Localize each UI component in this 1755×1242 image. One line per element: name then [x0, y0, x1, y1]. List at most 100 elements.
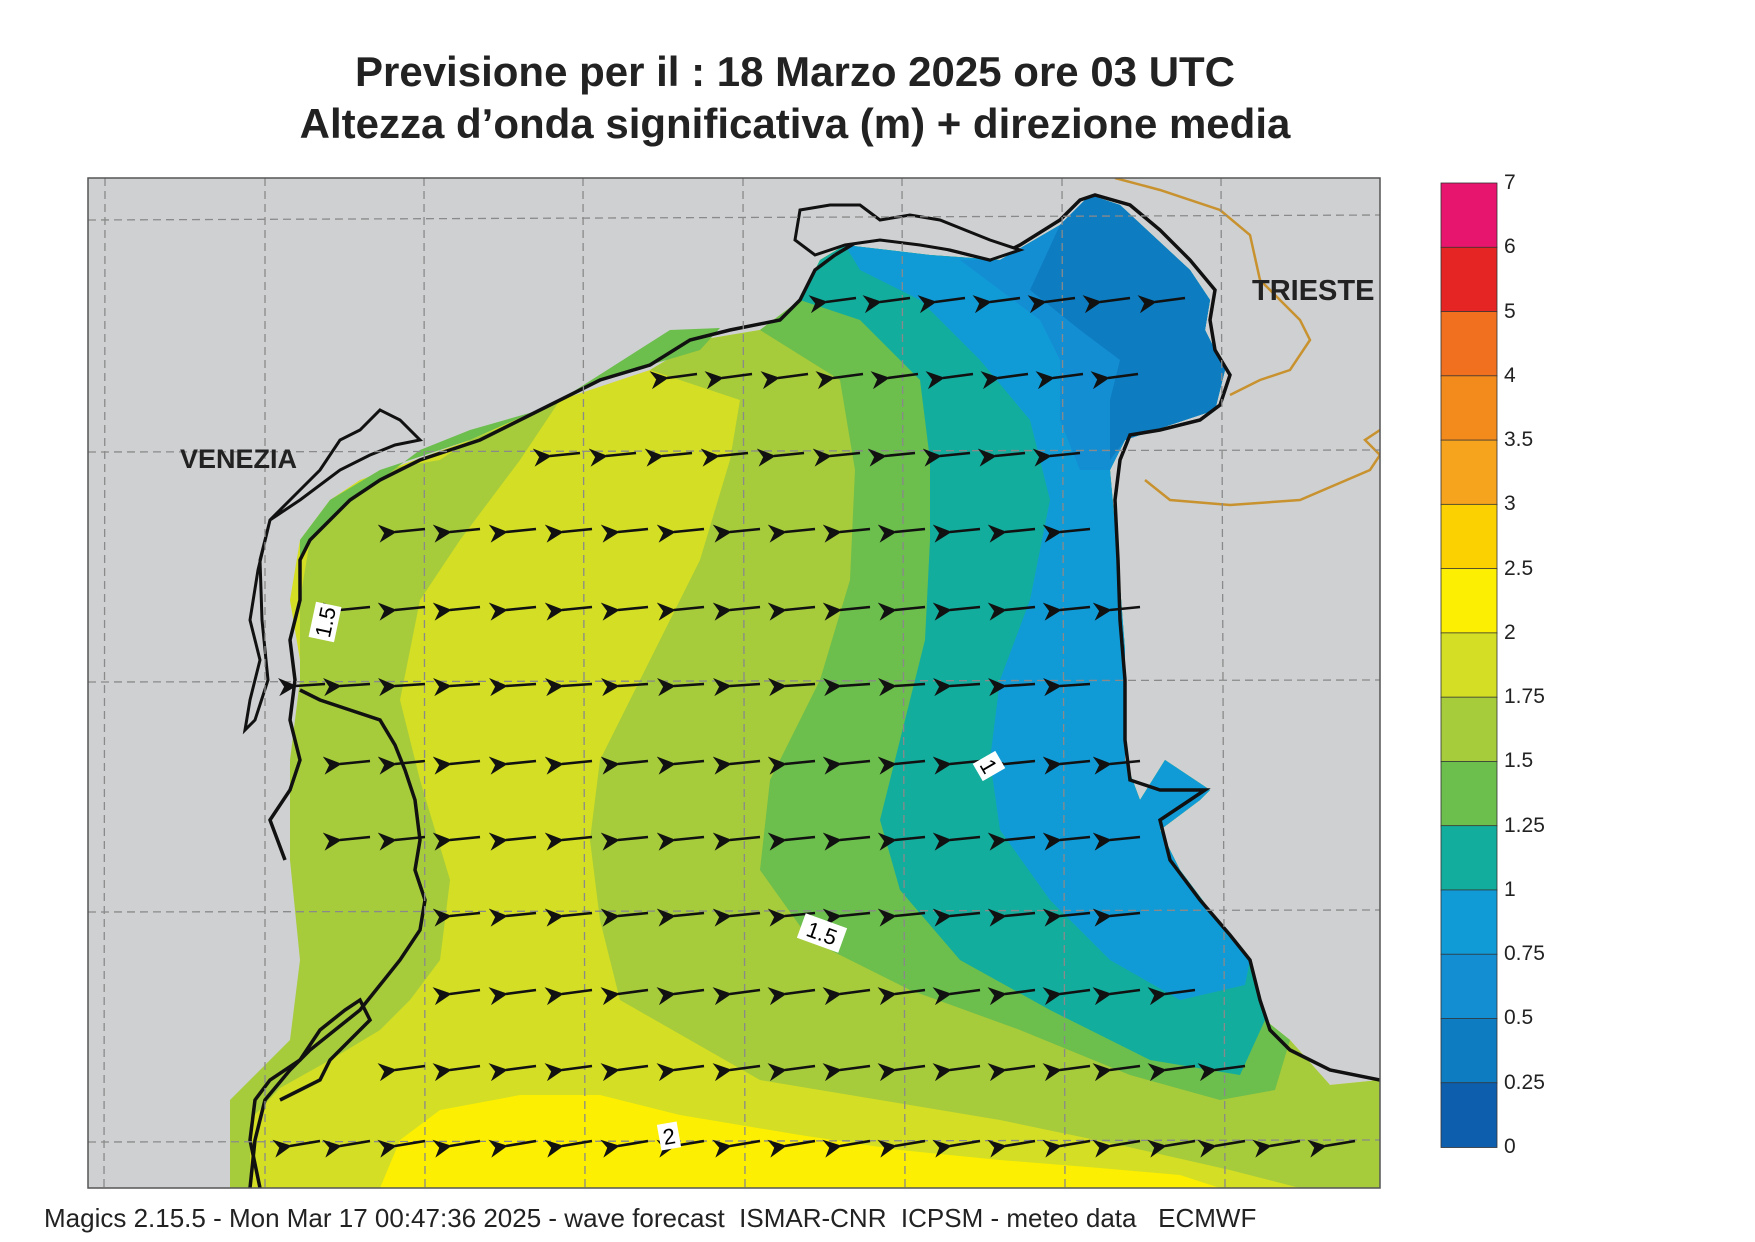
- colorbar-label: 3: [1504, 492, 1516, 516]
- wave-arrow: [488, 908, 537, 927]
- wave-arrow: [1082, 295, 1131, 314]
- wave-arrow: [932, 987, 981, 1006]
- wave-arrow: [877, 908, 926, 927]
- wave-arrow: [712, 602, 761, 621]
- wave-arrow: [532, 448, 581, 467]
- wave-arrow: [600, 756, 649, 775]
- colorbar-label: 0.25: [1504, 1070, 1545, 1094]
- colorbar-swatch: [1440, 439, 1498, 506]
- wave-arrow: [544, 602, 593, 621]
- wave-arrow: [877, 602, 926, 621]
- wave-arrow: [862, 295, 911, 314]
- wave-arrow: [932, 1063, 981, 1082]
- wave-arrow: [760, 371, 809, 390]
- wave-arrow: [378, 678, 426, 697]
- wave-arrow: [1197, 1139, 1246, 1158]
- wave-arrow: [1137, 295, 1186, 314]
- wave-arrow: [988, 678, 1036, 697]
- lagoon-land: [242, 408, 424, 735]
- wave-arrow: [1042, 908, 1091, 927]
- wave-arrow: [700, 448, 749, 467]
- wave-arrow: [322, 1139, 371, 1158]
- colorbar-label: 1.5: [1504, 749, 1534, 773]
- wave-arrow: [656, 832, 705, 851]
- wave-arrow: [649, 371, 698, 390]
- wave-arrow: [1092, 987, 1141, 1006]
- wave-arrow: [1042, 987, 1091, 1006]
- colorbar-label: 0: [1504, 1135, 1516, 1158]
- wave-arrow: [812, 448, 861, 467]
- contour-label-1.5-west: 1.5: [308, 601, 342, 643]
- footer-credits: Magics 2.15.5 - Mon Mar 17 00:47:36 2025…: [44, 1203, 1257, 1233]
- wave-arrow: [656, 1063, 705, 1082]
- wave-arrow: [767, 1063, 816, 1082]
- wave-arrow: [1042, 756, 1091, 775]
- wave-arrow: [987, 1139, 1036, 1158]
- colorbar: [1440, 182, 1498, 1148]
- coastline-west: [248, 253, 837, 1188]
- wave-arrow: [768, 678, 816, 697]
- wave-arrow: [488, 756, 537, 775]
- wave-arrow: [987, 832, 1036, 851]
- wave-arrow: [925, 371, 974, 390]
- wave-arrow: [657, 678, 705, 697]
- wave-arrow: [432, 602, 481, 621]
- wave-arrow: [972, 295, 1021, 314]
- wave-arrow: [917, 295, 966, 314]
- wave-arrow: [488, 524, 537, 543]
- wave-arrow: [1092, 1063, 1141, 1082]
- wave-arrow: [1035, 371, 1084, 390]
- wave-arrow: [432, 987, 481, 1006]
- wave-arrow: [987, 524, 1036, 543]
- wave-arrow: [877, 832, 926, 851]
- colorbar-label: 3.5: [1504, 428, 1534, 452]
- wave-arrow: [1092, 908, 1141, 927]
- sea-band-1.25-1.5-west: [300, 328, 720, 560]
- wave-arrow: [922, 448, 971, 467]
- wave-arrow: [432, 908, 481, 927]
- wave-arrow: [712, 832, 761, 851]
- colorbar-swatch: [1440, 503, 1498, 570]
- wave-arrow: [544, 832, 593, 851]
- wave-arrow: [600, 832, 649, 851]
- wave-arrow: [432, 524, 481, 543]
- wave-arrow: [1027, 295, 1076, 314]
- wave-arrow: [767, 908, 816, 927]
- wave-arrow: [878, 678, 926, 697]
- wave-arrow: [377, 1063, 426, 1082]
- wave-arrow: [877, 524, 926, 543]
- wave-arrow: [656, 602, 705, 621]
- wave-arrow: [656, 524, 705, 543]
- wave-arrow: [601, 678, 649, 697]
- title-line-1: Previsione per il : 18 Marzo 2025 ore 03…: [354, 48, 1236, 95]
- northern-lagoon-land: [793, 203, 1025, 262]
- wave-arrow: [1092, 832, 1141, 851]
- wave-arrow: [588, 448, 637, 467]
- colorbar-label: 0.75: [1504, 942, 1545, 966]
- wave-arrow: [815, 371, 864, 390]
- colorbar-swatch: [1440, 761, 1498, 827]
- colorbar-swatch: [1440, 182, 1498, 249]
- wave-arrow: [867, 448, 916, 467]
- wave-arrow: [545, 678, 593, 697]
- wave-arrow: [656, 987, 705, 1006]
- colorbar-label: 1.75: [1504, 685, 1545, 709]
- wave-arrow: [977, 448, 1026, 467]
- wave-arrow: [822, 987, 871, 1006]
- wave-arrow: [713, 678, 761, 697]
- wave-arrow: [377, 1139, 426, 1158]
- wave-arrow: [377, 524, 426, 543]
- wave-arrow: [1090, 371, 1139, 390]
- wave-arrow: [756, 448, 805, 467]
- wave-arrow: [767, 524, 816, 543]
- political-border: [1114, 178, 1380, 507]
- wave-arrow: [1043, 678, 1091, 697]
- wave-arrow: [932, 602, 981, 621]
- wave-arrow: [1092, 1139, 1141, 1158]
- wave-arrow: [822, 832, 871, 851]
- colorbar-label: 2: [1504, 620, 1516, 644]
- wave-arrow: [600, 1139, 649, 1158]
- wave-arrow: [1042, 602, 1091, 621]
- wave-arrow: [822, 1063, 871, 1082]
- wave-arrow: [489, 678, 537, 697]
